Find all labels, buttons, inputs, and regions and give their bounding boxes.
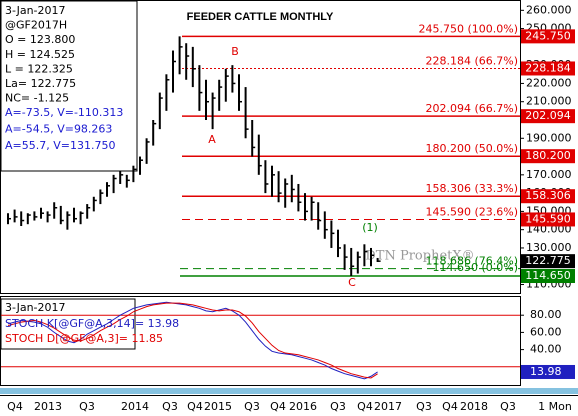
axis-box	[521, 212, 575, 227]
y-tick-label: 260.000	[526, 3, 572, 16]
y-tick-label: 130.000	[526, 241, 572, 254]
x-tick-label: 2016	[289, 400, 317, 413]
stoch-box	[521, 364, 575, 379]
info-line: H = 124.525	[5, 48, 75, 61]
level-label: 202.094 (66.7%)	[425, 102, 518, 115]
y-tick-label: 220.000	[526, 76, 572, 89]
stoch-line	[7, 302, 378, 379]
stoch-box-label: 13.98	[530, 365, 562, 378]
period-strip	[0, 388, 578, 394]
axis-box	[521, 109, 575, 124]
x-tick-label: Q3	[330, 400, 346, 413]
info-line: A=-73.5, V=-110.313	[5, 106, 123, 119]
x-tick-label: 2017	[374, 400, 402, 413]
axis-box-label: 158.306	[525, 189, 571, 202]
x-tick-label: Q3	[162, 400, 178, 413]
watermark: DTN ProphetX®	[365, 249, 474, 264]
axis-box-label: 145.590	[525, 212, 571, 225]
info-line: A=55.7, V=131.750	[5, 139, 115, 152]
x-tick-label: Q4	[7, 400, 23, 413]
legend-entry: STOCH D[@GF@A,3]= 11.85	[5, 332, 163, 345]
annotation: C	[348, 276, 356, 289]
annotation: B	[231, 45, 239, 58]
axis-box-label: 228.184	[525, 61, 571, 74]
stoch-line	[7, 301, 378, 380]
legend-entry: STOCH K[@GF@A,3,14]= 13.98	[5, 317, 179, 330]
x-tick-label: Q4	[187, 400, 203, 413]
annotation: A	[208, 133, 216, 146]
level-label: 228.184 (66.7%)	[425, 54, 518, 67]
info-line: @GF2017H	[5, 19, 67, 32]
last-box	[521, 254, 575, 269]
annotation: (1)	[362, 221, 378, 234]
x-tick-label: Q4	[442, 400, 458, 413]
y-tick-label: 170.000	[526, 168, 572, 181]
last-box-label: 122.775	[525, 254, 571, 267]
info-box	[0, 0, 138, 172]
info-line: L = 122.325	[5, 62, 73, 75]
info-line: NC= -1.125	[5, 92, 69, 105]
info-line: A=-54.5, V=98.263	[5, 123, 112, 136]
x-tick-label: Q3	[79, 400, 95, 413]
x-tick-label: Q3	[416, 400, 432, 413]
info-line: 3-Jan-2017	[5, 4, 66, 17]
axis-box-label: 114.650	[525, 269, 571, 282]
x-tick-label: 2018	[460, 400, 488, 413]
x-tick-label: 2013	[34, 400, 62, 413]
y-tick-label: 80.00	[530, 308, 562, 321]
x-tick-label: Q4	[270, 400, 286, 413]
y-tick-label: 40.00	[530, 343, 562, 356]
x-tick-label: 1 Mon	[538, 400, 572, 413]
y-tick-label: 60.00	[530, 325, 562, 338]
axis-box-label: 245.750	[525, 29, 571, 42]
level-label: 158.306 (33.3%)	[425, 182, 518, 195]
legend-date: 3-Jan-2017	[5, 301, 66, 314]
x-tick-label: 2014	[121, 400, 149, 413]
level-label: 114.650 (0.0%)	[432, 261, 518, 274]
x-tick-label: Q3	[500, 400, 516, 413]
info-line: O = 123.800	[5, 33, 75, 46]
level-label: 180.200 (50.0%)	[425, 142, 518, 155]
info-line: La= 122.775	[5, 77, 76, 90]
level-label: 118.686 (76.4%)	[425, 255, 518, 268]
level-label: 245.750 (100.0%)	[418, 22, 518, 35]
y-tick-label: 210.000	[526, 95, 572, 108]
axis-box-label: 202.094	[525, 109, 571, 122]
axis-box-label: 180.200	[525, 149, 571, 162]
chart-title: FEEDER CATTLE MONTHLY	[187, 11, 334, 23]
axis-box	[521, 61, 575, 76]
level-label: 145.590 (23.6%)	[425, 205, 518, 218]
axis-box	[521, 149, 575, 164]
axis-box	[521, 269, 575, 284]
y-tick-label: 190.000	[526, 131, 572, 144]
x-tick-label: Q4	[357, 400, 373, 413]
axis-box	[521, 29, 575, 44]
x-tick-label: 2015	[204, 400, 232, 413]
x-tick-label: Q3	[244, 400, 260, 413]
axis-box	[521, 189, 575, 204]
